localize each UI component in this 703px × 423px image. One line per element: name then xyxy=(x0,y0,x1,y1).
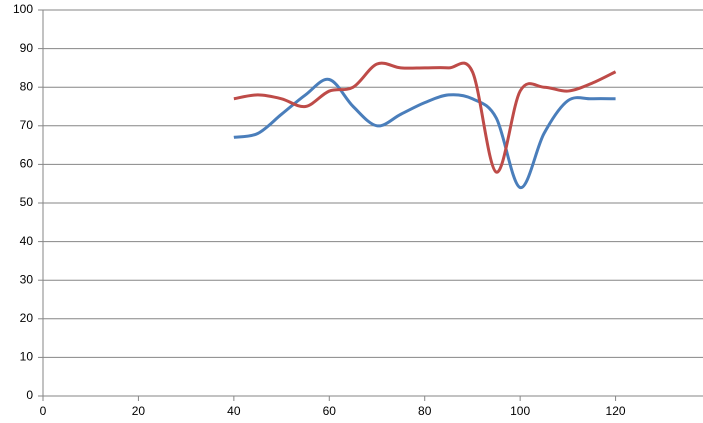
x-tick-label: 0 xyxy=(40,404,47,418)
y-tick-label: 60 xyxy=(20,157,34,171)
y-tick-label: 90 xyxy=(20,41,34,55)
y-tick-label: 30 xyxy=(20,272,34,286)
y-tick-label: 50 xyxy=(20,195,34,209)
y-tick-label: 20 xyxy=(20,311,34,325)
x-tick-label: 60 xyxy=(323,404,337,418)
y-tick-label: 70 xyxy=(20,118,34,132)
series-line xyxy=(233,61,617,174)
x-tick-label: 20 xyxy=(132,404,146,418)
y-tick-label: 80 xyxy=(20,79,34,93)
x-tick-label: 40 xyxy=(227,404,241,418)
series-line xyxy=(233,77,616,190)
y-tick-label: 100 xyxy=(13,2,33,16)
x-tick-label: 120 xyxy=(606,404,626,418)
y-tick-label: 10 xyxy=(20,350,34,364)
y-tick-label: 40 xyxy=(20,234,34,248)
y-tick-label: 0 xyxy=(26,388,33,402)
x-tick-label: 100 xyxy=(510,404,530,418)
x-tick-label: 80 xyxy=(418,404,432,418)
